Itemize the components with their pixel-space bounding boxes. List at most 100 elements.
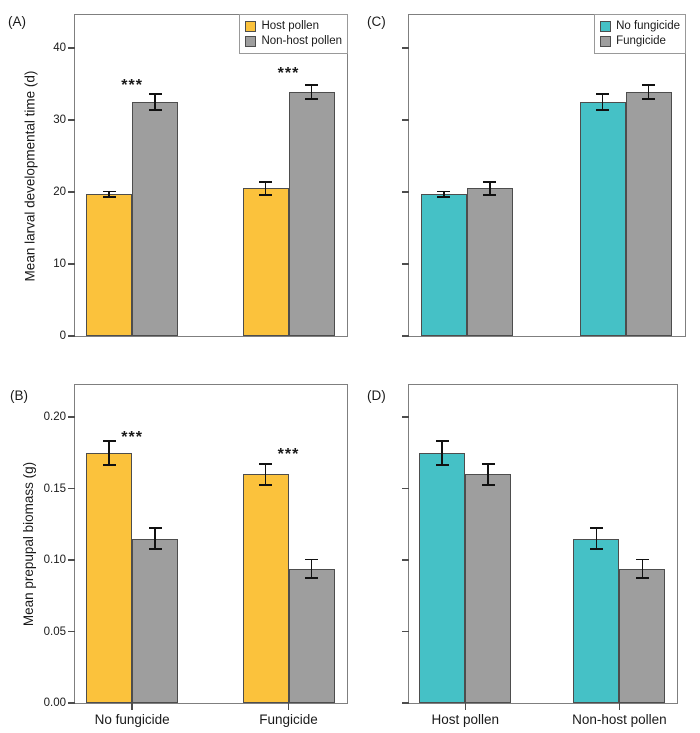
y-axis-tick-label: 0 bbox=[59, 330, 66, 342]
y-axis-tick-label: 30 bbox=[53, 114, 66, 127]
legend-entry-no-fungicide: No fungicide bbox=[600, 19, 680, 34]
y-axis-tick bbox=[68, 416, 75, 418]
y-axis-tick bbox=[68, 702, 75, 704]
legend-label: Fungicide bbox=[616, 35, 666, 47]
y-axis-tick bbox=[68, 47, 75, 49]
y-axis-tick-label: 0.05 bbox=[43, 625, 66, 638]
y-axis-tick bbox=[402, 487, 409, 490]
non-host-pollen-swatch-icon bbox=[245, 36, 257, 47]
bar-fungicide-non-host-pollen bbox=[619, 568, 666, 703]
y-axis-tick-label: 0.15 bbox=[43, 482, 66, 495]
error-bar-stem bbox=[264, 462, 267, 486]
error-bar-stem bbox=[310, 84, 313, 100]
y-axis-tick bbox=[68, 630, 75, 633]
y-axis-tick bbox=[68, 191, 75, 193]
no-fungicide-swatch-icon bbox=[600, 21, 612, 32]
error-bar-host-pollen-fungicide bbox=[259, 462, 273, 486]
significance-stars: *** bbox=[277, 446, 300, 464]
panel-label-d: (D) bbox=[367, 388, 386, 403]
error-bar-host-pollen-no-fungicide bbox=[102, 190, 116, 198]
error-bar-stem bbox=[264, 181, 267, 196]
error-bar-stem bbox=[108, 190, 110, 198]
y-axis-tick bbox=[402, 263, 409, 265]
y-axis-tick bbox=[68, 119, 75, 121]
error-bar-stem bbox=[154, 93, 156, 111]
error-bar-fungicide-host-pollen bbox=[481, 462, 495, 486]
error-bar-stem bbox=[641, 558, 644, 579]
y-axis-tick bbox=[402, 559, 409, 561]
legend: Host pollen Non-host pollen bbox=[239, 14, 348, 54]
error-bar-non-host-pollen-no-fungicide bbox=[148, 93, 162, 111]
significance-stars: *** bbox=[121, 428, 143, 446]
error-bar-host-pollen-fungicide bbox=[259, 181, 273, 196]
x-axis-tick bbox=[618, 703, 621, 710]
panel-d-plot-area: Host pollen Non-host pollen bbox=[402, 384, 678, 727]
x-axis-category-label-fungicide: Fungicide bbox=[259, 712, 318, 727]
y-axis-tick bbox=[402, 335, 409, 337]
legend: No fungicide Fungicide bbox=[594, 14, 686, 54]
panel-a-plot-area: 0 10 20 30 40 *** *** Host pollen Non-host polle… bbox=[53, 14, 348, 342]
x-axis-tick bbox=[131, 703, 133, 710]
x-axis-category-label-non-host-pollen: Non-host pollen bbox=[572, 712, 667, 727]
y-axis-tick bbox=[402, 630, 409, 633]
panel-label-b: (B) bbox=[10, 388, 28, 403]
y-axis-tick bbox=[68, 559, 75, 561]
significance-stars: *** bbox=[277, 65, 300, 83]
y-axis-tick bbox=[68, 335, 75, 337]
panel-label-c: (C) bbox=[367, 14, 386, 29]
error-bar-stem bbox=[595, 527, 598, 551]
bar-fungicide-host-pollen bbox=[465, 474, 512, 703]
error-bar-no-fungicide-host-pollen bbox=[435, 440, 449, 466]
bar-non-host-pollen-no-fungicide bbox=[132, 102, 179, 336]
y-axis-tick-label: 0.00 bbox=[43, 697, 66, 709]
error-bar-non-host-pollen-fungicide bbox=[305, 84, 319, 100]
bar-host-pollen-fungicide bbox=[242, 474, 289, 703]
y-axis-tick-label: 0.10 bbox=[43, 554, 66, 567]
legend-label: Non-host pollen bbox=[261, 35, 342, 47]
y-axis-tick bbox=[402, 702, 409, 704]
bar-host-pollen-no-fungicide bbox=[86, 194, 133, 336]
error-bar-no-fungicide-non-host-pollen bbox=[596, 93, 610, 111]
legend-label: No fungicide bbox=[616, 20, 680, 32]
error-bar-stem bbox=[647, 84, 650, 100]
y-axis-label-prepupal-biomass: Mean prepupal biomass (g) bbox=[21, 461, 36, 627]
legend-entry-fungicide: Fungicide bbox=[600, 34, 680, 49]
bar-fungicide-host-pollen bbox=[466, 188, 513, 336]
x-axis-tick bbox=[287, 703, 290, 710]
significance-stars: *** bbox=[121, 76, 143, 94]
y-axis-tick-label: 40 bbox=[53, 42, 66, 55]
y-axis-tick bbox=[68, 263, 75, 265]
bar-no-fungicide-host-pollen bbox=[419, 452, 466, 703]
y-axis-tick-label: 10 bbox=[53, 258, 66, 271]
error-bar-stem bbox=[443, 190, 445, 198]
bar-non-host-pollen-fungicide bbox=[288, 92, 335, 336]
y-axis-tick bbox=[68, 487, 75, 490]
error-bar-host-pollen-no-fungicide bbox=[102, 440, 116, 466]
legend-entry-non-host-pollen: Non-host pollen bbox=[245, 34, 342, 49]
bar-non-host-pollen-no-fungicide bbox=[132, 538, 179, 703]
error-bar-stem bbox=[489, 181, 491, 196]
y-axis-tick bbox=[402, 191, 409, 193]
legend-entry-host-pollen: Host pollen bbox=[245, 19, 342, 34]
error-bar-fungicide-non-host-pollen bbox=[642, 84, 656, 100]
error-bar-stem bbox=[154, 527, 156, 551]
bar-fungicide-non-host-pollen bbox=[625, 92, 672, 336]
y-axis-tick-label: 0.20 bbox=[43, 411, 66, 424]
error-bar-no-fungicide-host-pollen bbox=[437, 190, 451, 198]
legend-label: Host pollen bbox=[261, 20, 319, 32]
error-bar-stem bbox=[441, 440, 444, 466]
bar-no-fungicide-non-host-pollen bbox=[579, 102, 626, 336]
x-axis-category-label-no-fungicide: No fungicide bbox=[94, 712, 170, 727]
bar-host-pollen-fungicide bbox=[242, 188, 289, 336]
error-bar-no-fungicide-non-host-pollen bbox=[589, 527, 603, 551]
y-axis-label-larval-time: Mean larval developmental time (d) bbox=[22, 70, 38, 282]
bar-non-host-pollen-fungicide bbox=[288, 568, 335, 703]
fungicide-swatch-icon bbox=[600, 36, 612, 47]
y-axis-tick bbox=[402, 416, 409, 418]
y-axis-tick bbox=[402, 47, 409, 49]
error-bar-non-host-pollen-no-fungicide bbox=[148, 527, 162, 551]
x-axis-tick bbox=[464, 703, 466, 710]
host-pollen-swatch-icon bbox=[245, 21, 257, 32]
error-bar-non-host-pollen-fungicide bbox=[305, 558, 319, 579]
